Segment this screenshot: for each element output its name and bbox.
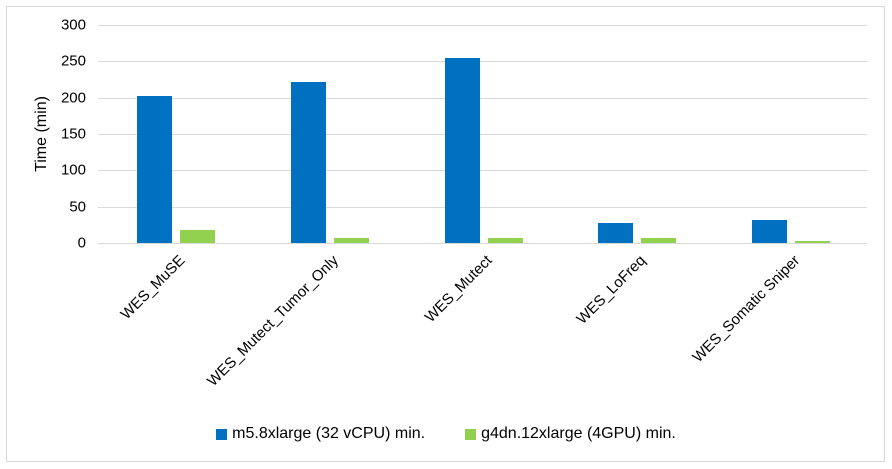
bar-cpu xyxy=(137,96,172,243)
bar-cpu xyxy=(598,222,634,243)
legend: m5.8xlarge (32 vCPU) min. g4dn.12xlarge … xyxy=(0,425,892,443)
legend-item-cpu: m5.8xlarge (32 vCPU) min. xyxy=(216,425,425,443)
gridline xyxy=(98,25,867,26)
gridline xyxy=(98,134,867,135)
legend-label-gpu: g4dn.12xlarge (4GPU) min. xyxy=(481,425,676,442)
y-tick-label: 0 xyxy=(77,234,86,252)
gridline xyxy=(98,243,867,244)
y-tick-label: 50 xyxy=(69,198,86,216)
bar-gpu xyxy=(333,237,369,243)
bar-gpu xyxy=(641,237,677,243)
legend-label-cpu: m5.8xlarge (32 vCPU) min. xyxy=(232,425,426,442)
y-tick-label: 250 xyxy=(60,52,86,70)
y-tick-label: 100 xyxy=(60,161,86,179)
y-tick-label: 300 xyxy=(60,16,86,34)
plot-area xyxy=(98,25,867,244)
gridline xyxy=(98,206,867,208)
y-tick-label: 200 xyxy=(60,89,86,107)
bar-cpu xyxy=(752,220,788,243)
gridline xyxy=(98,170,867,172)
gridline xyxy=(98,97,867,99)
bar-cpu xyxy=(290,81,326,243)
legend-swatch-gpu xyxy=(465,428,477,440)
bar-gpu xyxy=(795,240,831,243)
y-tick-label: 150 xyxy=(60,125,86,143)
bar-gpu xyxy=(180,229,215,243)
gridline xyxy=(98,61,867,63)
chart-frame xyxy=(6,6,885,462)
legend-item-gpu: g4dn.12xlarge (4GPU) min. xyxy=(465,425,676,443)
bar-gpu xyxy=(487,237,523,243)
legend-swatch-cpu xyxy=(216,428,228,440)
bar-cpu xyxy=(444,58,480,243)
